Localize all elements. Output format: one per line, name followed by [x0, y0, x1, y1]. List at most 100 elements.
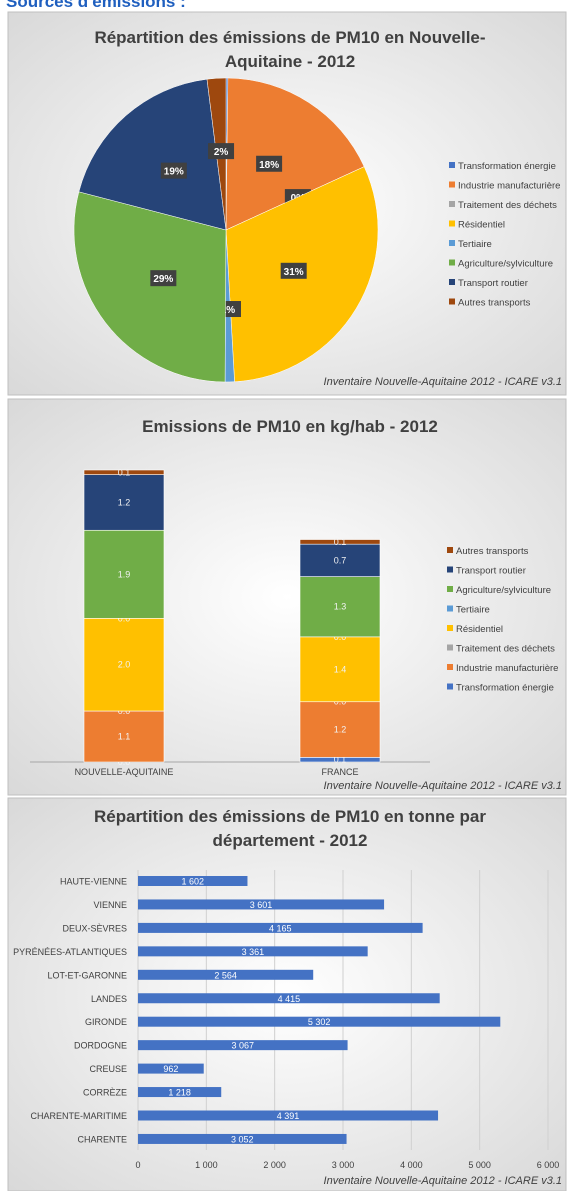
pie-slice: [225, 77, 365, 231]
bar-segment: [83, 474, 165, 531]
data-label: 3 067: [232, 1041, 255, 1051]
data-label: 2.0: [118, 660, 131, 670]
bar: [138, 1110, 439, 1121]
x-tick-label: 6 000: [537, 1160, 560, 1170]
bar-segment: [299, 576, 381, 638]
chart-title: Répartition des émissions de PM10 en Nou…: [94, 28, 485, 47]
y-tick-label: GIRONDE: [85, 1017, 127, 1027]
bar: [138, 969, 314, 980]
bar: [138, 876, 248, 886]
bar: [138, 1087, 222, 1098]
bar: [138, 1016, 501, 1027]
x-tick-label: 1 000: [195, 1160, 218, 1170]
y-tick-label: DORDOGNE: [74, 1041, 127, 1051]
legend-swatch: [449, 279, 455, 285]
bar-segment: [83, 618, 165, 712]
label-box: [150, 270, 177, 287]
source-note: Inventaire Nouvelle-Aquitaine 2012 - ICA…: [324, 1175, 562, 1187]
legend-label: Traitement des déchets: [458, 200, 557, 211]
data-label: 1.2: [118, 497, 131, 507]
data-label: 1.4: [334, 664, 347, 674]
legend-swatch: [449, 240, 455, 246]
chart-title: Emissions de PM10 en kg/hab - 2012: [142, 417, 438, 436]
x-tick-label: NOUVELLE-AQUITAINE: [75, 767, 174, 777]
legend-swatch: [447, 586, 453, 592]
label-box: [280, 262, 307, 279]
data-label: 4 165: [269, 923, 292, 933]
data-label: 0.1: [334, 755, 347, 765]
x-tick-label: 0: [135, 1160, 140, 1170]
data-label: 19%: [164, 167, 184, 178]
legend-label: Transformation énergie: [458, 161, 556, 172]
bar: [138, 922, 423, 933]
legend-label: Agriculture/sylviculture: [458, 259, 553, 270]
legend-label: Agriculture/sylviculture: [456, 585, 551, 596]
bar: [138, 1063, 204, 1074]
legend-label: Transport routier: [458, 278, 528, 289]
data-label: 5 302: [308, 1017, 331, 1027]
bar-segment: [299, 701, 381, 758]
legend-swatch: [447, 625, 453, 631]
bar: [138, 946, 368, 957]
label-box: [256, 155, 283, 172]
data-label: 0.1: [334, 537, 347, 547]
legend-swatch: [447, 683, 453, 690]
legend-label: Résidentiel: [458, 220, 505, 231]
y-tick-label: LOT-ET-GARONNE: [47, 970, 127, 980]
chart-title: Aquitaine - 2012: [225, 52, 355, 71]
data-label: 2 564: [214, 970, 237, 980]
legend-swatch: [447, 644, 453, 651]
pie-slice: [73, 191, 227, 383]
data-label: 3 601: [250, 900, 273, 910]
label-box: [160, 162, 187, 179]
data-label: 3 361: [242, 947, 265, 957]
legend-label: Tertiaire: [458, 239, 492, 250]
bar: [138, 1040, 348, 1051]
y-tick-label: PYRÉNÉES-ATLANTIQUES: [13, 947, 127, 957]
label-box: [208, 143, 235, 160]
legend-label: Transformation énergie: [456, 683, 554, 694]
chart-title: département - 2012: [213, 831, 368, 850]
legend-label: Industrie manufacturière: [458, 181, 560, 192]
source-note: Inventaire Nouvelle-Aquitaine 2012 - ICA…: [324, 376, 562, 388]
legend-swatch: [449, 181, 455, 188]
legend-label: Autres transports: [456, 546, 529, 557]
data-label: 4 391: [277, 1111, 300, 1121]
source-note: Inventaire Nouvelle-Aquitaine 2012 - ICA…: [324, 780, 562, 792]
bar: [138, 899, 385, 910]
legend-label: Transport routier: [456, 566, 526, 577]
data-label: 2%: [214, 147, 229, 158]
data-label: 1%: [221, 305, 236, 316]
bar-segment: [83, 469, 165, 475]
data-label: 0.7: [334, 555, 347, 565]
data-label: 4 415: [278, 994, 301, 1004]
x-tick-label: 5 000: [468, 1160, 491, 1170]
x-tick-label: FRANCE: [321, 767, 358, 777]
y-tick-label: HAUTE-VIENNE: [60, 877, 127, 887]
legend-swatch: [449, 201, 455, 207]
bar-segment: [299, 539, 381, 545]
data-label: 962: [163, 1064, 178, 1074]
legend-swatch: [447, 605, 453, 612]
bar: [138, 1133, 347, 1144]
data-label: 1 602: [181, 877, 204, 887]
x-tick-label: 3 000: [332, 1160, 355, 1170]
legend-label: Résidentiel: [456, 624, 503, 635]
data-label: 0.1: [118, 467, 131, 477]
legend-label: Tertiaire: [456, 605, 490, 616]
data-label: 3 052: [231, 1134, 254, 1144]
legend-label: Traitement des déchets: [456, 644, 555, 655]
bar-segment: [299, 543, 381, 577]
data-label: 1 218: [168, 1088, 191, 1098]
legend-swatch: [449, 298, 455, 305]
data-label: 29%: [153, 274, 173, 285]
y-tick-label: CHARENTE: [77, 1134, 127, 1144]
y-tick-label: LANDES: [91, 994, 127, 1004]
y-tick-label: VIENNE: [93, 900, 127, 910]
data-label: 1.3: [334, 602, 347, 612]
legend-label: Industrie manufacturière: [456, 663, 558, 674]
pie-slice: [78, 78, 227, 231]
bar: [138, 993, 440, 1004]
legend-swatch: [449, 162, 455, 168]
